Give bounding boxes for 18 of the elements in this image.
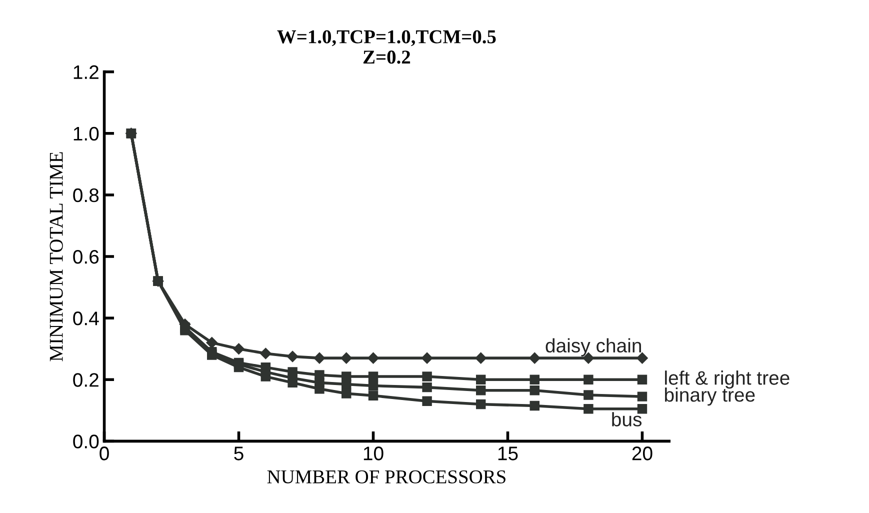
y-tick-label: 0.0	[73, 434, 99, 448]
x-tick-label: 10	[364, 446, 384, 460]
y-tick-label: 0.6	[73, 250, 99, 264]
x-tick-label: 5	[234, 446, 244, 460]
series-label: bus	[612, 412, 642, 426]
series-label: left & right tree	[665, 370, 790, 389]
y-axis-title: MINIMUM TOTAL TIME	[50, 152, 63, 362]
y-tick-label: 1.0	[74, 126, 99, 141]
y-tick-label: 0.4	[73, 312, 99, 326]
x-axis-title: NUMBER OF PROCESSORS	[267, 470, 506, 484]
y-tick-label: 0.8	[73, 188, 99, 202]
x-tick-label: 15	[498, 446, 518, 460]
series-label: daisy chain	[546, 338, 641, 356]
x-tick-label: 20	[632, 446, 652, 460]
x-tick-label: 0	[100, 446, 109, 460]
y-tick-label: 1.2	[74, 65, 98, 79]
chart-title: W=1.0,TCP=1.0,TCM=0.5 Z=0.2	[277, 30, 496, 64]
y-tick-label: 0.2	[73, 373, 98, 387]
